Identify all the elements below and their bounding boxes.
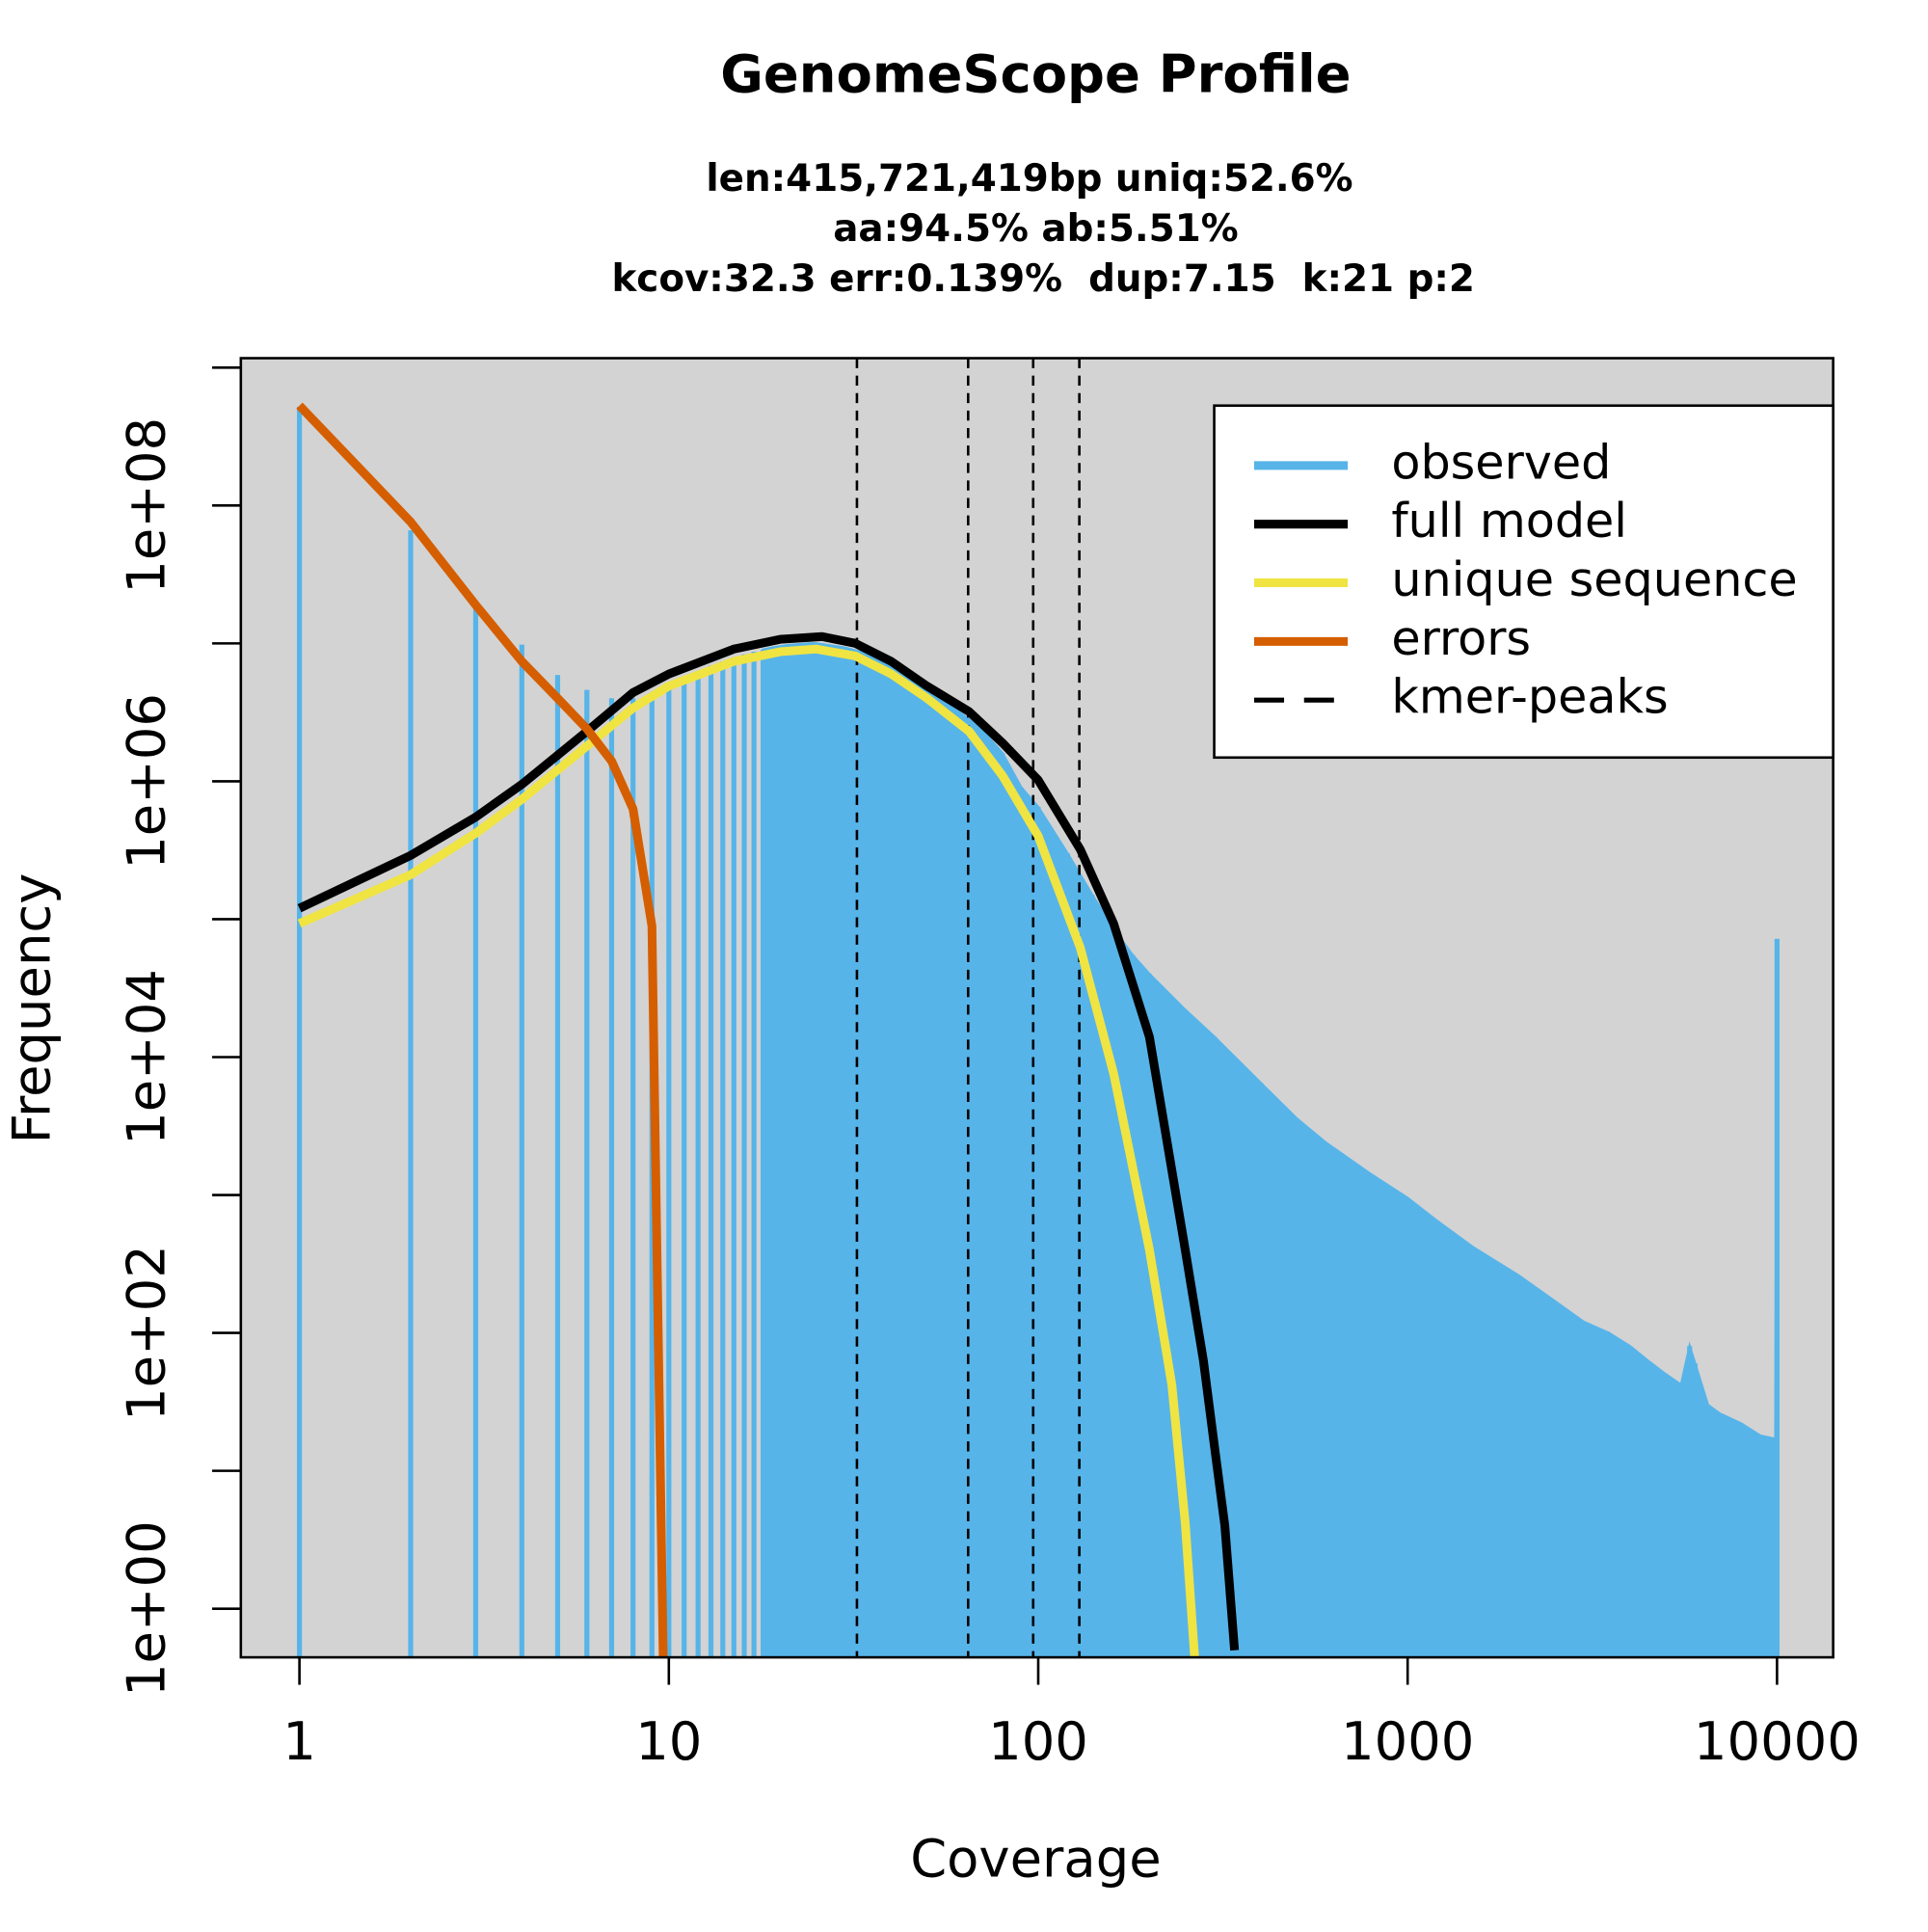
x-tick-label: 1 xyxy=(282,1711,316,1772)
y-tick-label: 1e+06 xyxy=(116,693,176,870)
legend-label: unique sequence xyxy=(1391,551,1797,607)
y-tick-label: 1e+02 xyxy=(116,1245,176,1421)
plot-area xyxy=(296,358,1780,1658)
y-tick-label: 1e+08 xyxy=(116,417,176,594)
x-tick-label: 100 xyxy=(988,1711,1088,1772)
y-axis-title: Frequency xyxy=(1,873,62,1144)
chart-subtitle: len:415,721,419bp uniq:52.6% xyxy=(706,157,1352,201)
y-tick-label: 1e+04 xyxy=(116,969,176,1145)
x-tick-label: 1000 xyxy=(1341,1711,1474,1772)
y-tick-label: 1e+00 xyxy=(116,1520,176,1697)
axes: 1 10 100 1000 10000 1e+00 1e+02 1e+04 1e+06 1e+08 xyxy=(116,365,1861,1772)
observed-area xyxy=(762,642,1779,1658)
chart-title: GenomeScope Profile xyxy=(720,43,1351,104)
model-line xyxy=(297,644,1199,1657)
legend-label: errors xyxy=(1391,610,1531,666)
legend-label: observed xyxy=(1391,434,1611,490)
legend-label: full model xyxy=(1391,493,1627,549)
x-axis-title: Coverage xyxy=(910,1829,1161,1890)
chart-subtitle: aa:94.5% ab:5.51% xyxy=(833,207,1238,251)
x-tick-label: 10 xyxy=(635,1711,702,1772)
x-tick-label: 10000 xyxy=(1694,1711,1861,1772)
legend-label: kmer-peaks xyxy=(1391,669,1668,725)
model-line xyxy=(296,402,668,1658)
chart-subtitle: kcov:32.3 err:0.139% dup:7.15 k:21 p:2 xyxy=(611,257,1474,301)
model-line xyxy=(297,631,1240,1651)
